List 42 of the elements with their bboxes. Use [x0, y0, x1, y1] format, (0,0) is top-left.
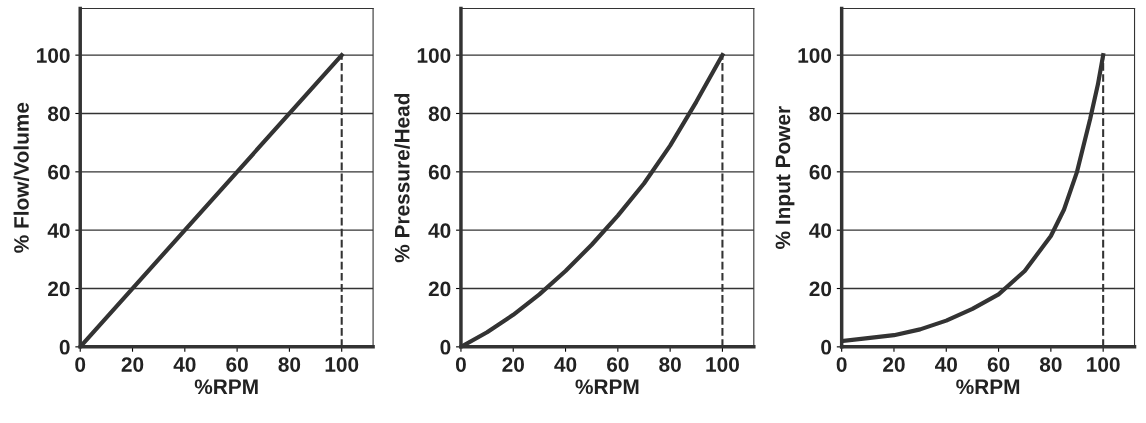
y-tick-label: 40 — [47, 223, 70, 238]
x-axis-title: %RPM — [575, 379, 639, 395]
x-tick-label: 80 — [659, 357, 681, 372]
y-tick-label: 80 — [47, 106, 70, 122]
y-tick-label: 40 — [809, 223, 832, 238]
x-tick-label: 0 — [455, 357, 466, 372]
x-tick-label: 20 — [883, 357, 905, 372]
y-tick-label: 60 — [809, 164, 832, 180]
x-tick-label: 20 — [121, 357, 144, 372]
y-tick-label: 40 — [428, 223, 451, 238]
x-tick-label: 60 — [987, 357, 1010, 372]
x-tick-label: 100 — [1087, 357, 1120, 372]
y-axis-title: % Pressure/Head — [394, 93, 410, 263]
x-axis-title: %RPM — [194, 379, 258, 395]
y-tick-label: 80 — [809, 106, 832, 122]
x-tick-label: 60 — [607, 357, 629, 372]
y-axis-title: % Flow/Volume — [13, 102, 30, 253]
x-tick-label: 40 — [173, 357, 196, 372]
y-tick-label: 0 — [821, 339, 832, 355]
y-tick-label: 60 — [428, 164, 451, 180]
x-tick-label: 100 — [706, 357, 739, 372]
y-tick-label: 100 — [798, 48, 832, 63]
y-tick-label: 20 — [809, 281, 832, 297]
y-tick-label: 100 — [417, 48, 451, 63]
y-tick-label: 60 — [48, 164, 70, 180]
y-axis-title: % Input Power — [775, 106, 795, 249]
x-tick-label: 40 — [935, 357, 957, 372]
x-tick-label: 80 — [1039, 357, 1062, 372]
x-axis-title: %RPM — [956, 379, 1020, 395]
y-tick-label: 0 — [440, 339, 451, 355]
x-tick-label: 20 — [502, 357, 524, 372]
x-tick-label: 80 — [278, 357, 301, 372]
y-tick-label: 20 — [428, 281, 451, 297]
y-tick-label: 20 — [48, 281, 70, 297]
x-tick-label: 60 — [226, 357, 248, 372]
x-tick-label: 0 — [836, 357, 847, 372]
x-tick-label: 0 — [75, 357, 86, 372]
y-tick-label: 0 — [59, 339, 70, 355]
x-tick-label: 40 — [554, 357, 577, 372]
y-tick-label: 80 — [428, 106, 451, 122]
x-tick-label: 100 — [325, 357, 359, 372]
y-tick-label: 100 — [37, 48, 70, 63]
